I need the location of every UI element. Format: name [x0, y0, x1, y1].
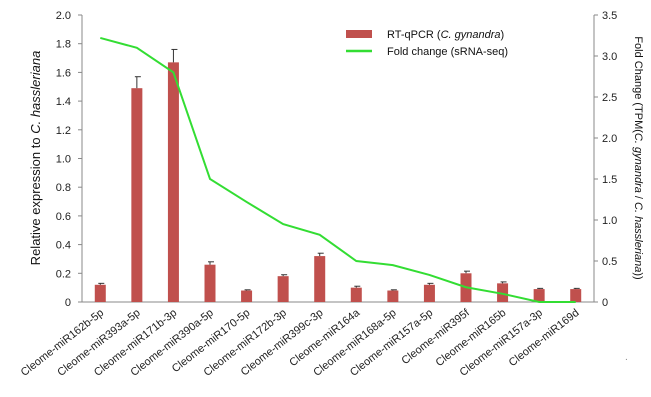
bar-series: [94, 62, 582, 303]
bar: [314, 256, 326, 302]
y-tick-label: 0.4: [56, 240, 71, 252]
y-tick-label: 1.6: [56, 67, 71, 79]
y-tick-label: 1.4: [56, 96, 71, 108]
y-axis-label-species: C. hassleriana: [28, 51, 43, 134]
bar: [131, 88, 143, 302]
y2-tick-label: 3.0: [602, 51, 617, 63]
bar: [167, 62, 179, 303]
line-series: [100, 36, 576, 303]
bar: [94, 284, 106, 302]
legend-bar-label-part: ): [501, 29, 505, 41]
right-axis-ticks: 0 0.5 1.0 1.5 2.0 2.5 3.0 3.5: [594, 10, 617, 309]
bar: [204, 264, 216, 302]
y-tick-label: 1.8: [56, 39, 71, 51]
category-labels: Cleome-miR162b-5pCleome-miR393a-5pCleome…: [19, 306, 582, 379]
y2-tick-label: 1.0: [602, 215, 617, 227]
bar: [570, 289, 582, 302]
left-axis-ticks: 0 0.2 0.4 0.6 0.8 1.0 1.2 1.4 1.6 1.8 2.0: [56, 10, 82, 309]
legend-bar-swatch: [346, 30, 372, 38]
y-tick-label: 0.8: [56, 182, 71, 194]
y-tick-label: 2.0: [56, 10, 71, 22]
y2-tick-label: 1.5: [602, 174, 617, 186]
legend-line-label: Fold change (sRNA-seq): [387, 46, 508, 58]
legend-bar-label-species: C. gynandra: [441, 29, 501, 41]
y2-tick-label: 3.5: [602, 10, 617, 22]
bar: [350, 287, 362, 302]
y-tick-label: 0.6: [56, 211, 71, 223]
y2-axis-label-part: )): [632, 272, 644, 279]
y2-tick-label: 2.5: [602, 92, 617, 104]
bar: [387, 290, 399, 302]
bar: [533, 289, 545, 302]
y-tick-label: 1.0: [56, 154, 71, 166]
fold-change-line: [100, 36, 576, 303]
footnote-mark: .: [625, 352, 628, 363]
y2-tick-label: 0: [602, 297, 608, 309]
y2-axis-label-species: C. hassleriana: [632, 202, 644, 272]
legend-bar-label-part: RT-qPCR (: [387, 29, 441, 41]
y-tick-label: 0: [65, 297, 71, 309]
y2-tick-label: 0.5: [602, 256, 617, 268]
error-bars: [98, 48, 580, 291]
legend: RT-qPCR (C. gynandra) Fold change (sRNA-…: [346, 29, 508, 58]
y2-tick-label: 2.0: [602, 133, 617, 145]
bar: [497, 283, 509, 302]
y2-axis-label: Fold Change (TPM(C. gynandra / C. hassle…: [632, 36, 644, 279]
y-axis-label: Relative expression to C. hassleriana: [28, 51, 43, 266]
y2-axis-label-part: Fold Change (TPM(: [632, 36, 644, 133]
bar: [423, 284, 435, 302]
axes: [81, 15, 595, 303]
bar: [241, 290, 253, 302]
y-axis-label-part: Relative expression to: [28, 134, 43, 266]
y-tick-label: 1.2: [56, 125, 71, 137]
y2-axis-label-part: /: [632, 193, 644, 202]
y-tick-label: 0.2: [56, 268, 71, 280]
bar: [277, 276, 289, 302]
y2-axis-label-species: C. gynandra: [632, 133, 644, 193]
legend-bar-label: RT-qPCR (C. gynandra): [387, 29, 504, 41]
